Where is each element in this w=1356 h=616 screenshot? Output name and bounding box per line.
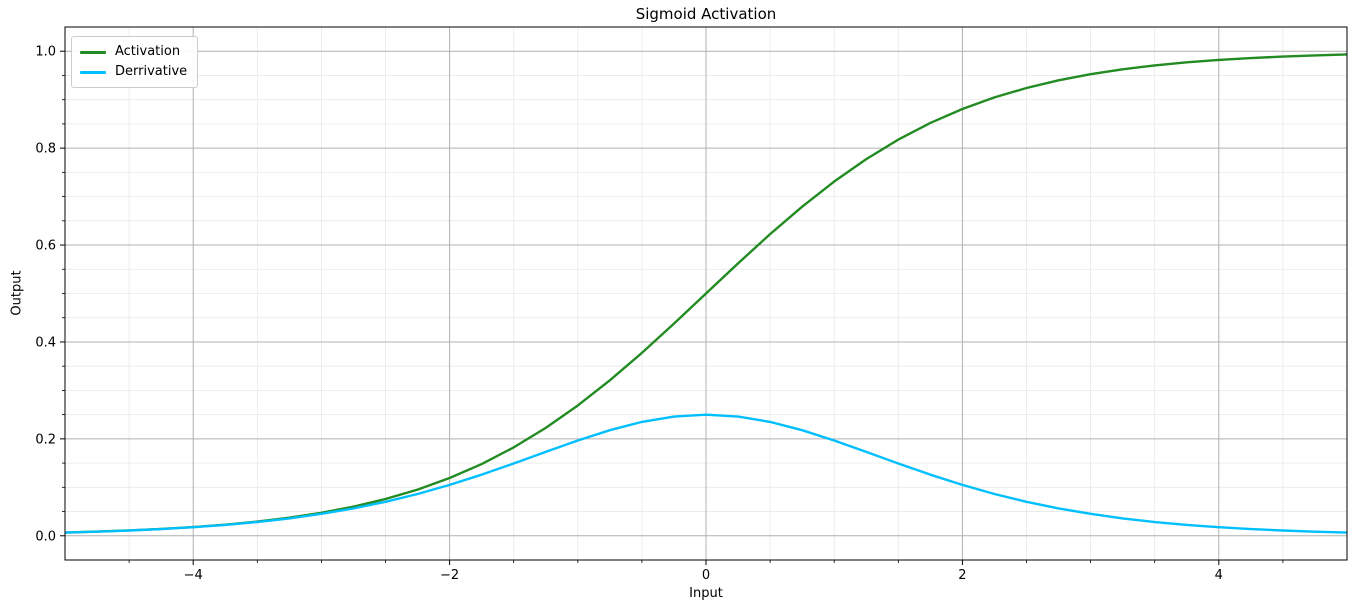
chart-title: Sigmoid Activation — [635, 5, 777, 23]
svg-text:2: 2 — [958, 568, 966, 583]
svg-text:−4: −4 — [184, 568, 203, 583]
svg-text:0.6: 0.6 — [35, 239, 56, 254]
x-axis-label: Input — [689, 586, 723, 601]
svg-text:−2: −2 — [440, 568, 459, 583]
legend-entry-derivative: Derrivative — [80, 62, 187, 82]
legend-entry-activation: Activation — [80, 42, 187, 62]
legend-label-derivative: Derrivative — [115, 64, 188, 79]
svg-text:0.0: 0.0 — [35, 529, 56, 544]
y-axis-label: Output — [9, 270, 25, 316]
legend: Activation Derrivative — [71, 36, 199, 88]
svg-text:0.8: 0.8 — [35, 142, 56, 157]
legend-label-activation: Activation — [115, 44, 181, 59]
svg-text:1.0: 1.0 — [35, 45, 56, 60]
svg-text:0.4: 0.4 — [35, 335, 56, 350]
svg-text:0: 0 — [702, 568, 710, 583]
svg-text:0.2: 0.2 — [35, 432, 56, 447]
activation-line-swatch — [80, 50, 106, 54]
derivative-line-swatch — [80, 70, 106, 74]
svg-text:4: 4 — [1215, 568, 1223, 583]
